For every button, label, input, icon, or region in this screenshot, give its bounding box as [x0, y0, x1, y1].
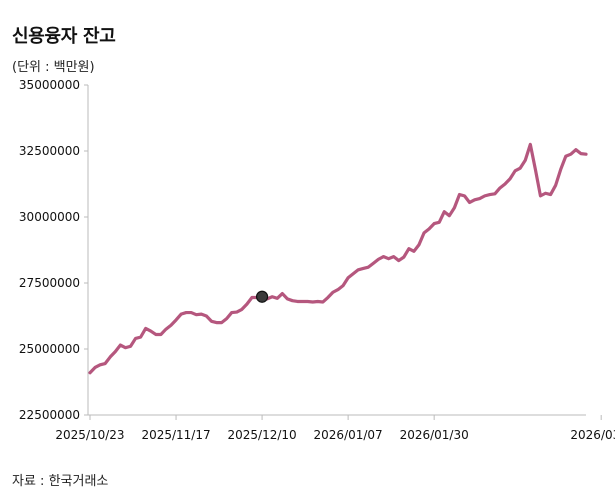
- y-tick-label: 25000000: [19, 342, 80, 356]
- y-tick-label: 35000000: [19, 78, 80, 92]
- x-axis: 2025/10/23 2025/11/17 2025/12/10 2026/01/07…: [55, 414, 615, 442]
- x-tick-label: 2026/01/07: [314, 428, 383, 442]
- chart-title: 신용융자 잔고: [12, 26, 116, 47]
- unit-label: (단위 : 백만원): [12, 60, 95, 75]
- x-tick-label: 2025/11/17: [141, 428, 210, 442]
- x-tick-label: 2026/03/2: [570, 428, 615, 442]
- series-line: [88, 142, 588, 375]
- x-tick-label: 2025/12/10: [227, 428, 296, 442]
- series-layer: [88, 142, 588, 375]
- y-tick-label: 27500000: [19, 276, 80, 290]
- x-tick-label: 2025/10/23: [55, 428, 124, 442]
- highlight-point: [255, 290, 269, 303]
- x-tick-label: 2026/01/30: [400, 428, 469, 442]
- y-tick-label: 30000000: [19, 210, 80, 224]
- source-label: 자료 : 한국거래소: [12, 474, 109, 489]
- y-tick-label: 22500000: [19, 408, 80, 422]
- y-axis: 22500000 25000000 27500000 30000000 32500000…: [19, 78, 89, 422]
- y-tick-label: 32500000: [19, 144, 80, 158]
